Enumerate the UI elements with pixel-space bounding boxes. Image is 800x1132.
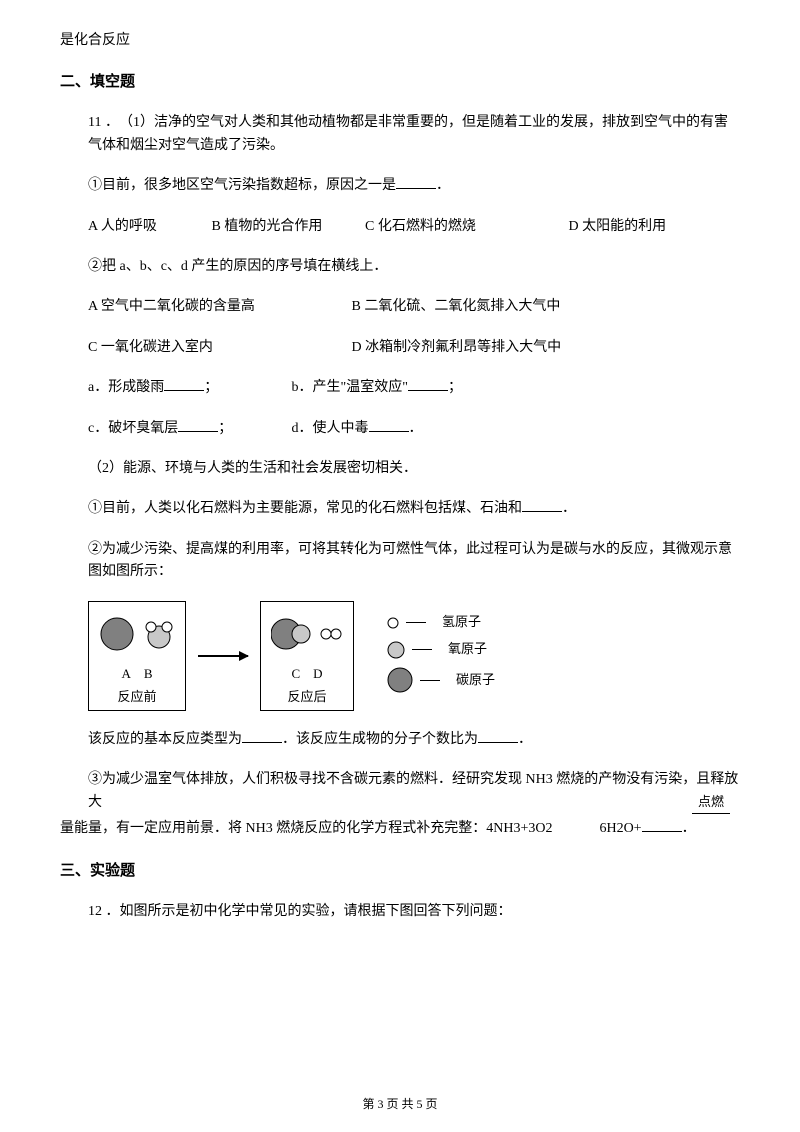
legend-o: 氧原子 <box>386 639 495 660</box>
period: ． <box>562 501 576 516</box>
legend-c-label: 碳原子 <box>456 670 495 691</box>
item-d-text: d．使人中毒 <box>292 421 369 436</box>
item-b-text: b．产生"温室效应" <box>292 380 408 395</box>
section-2-heading: 二、填空题 <box>60 70 740 94</box>
c-label: C <box>291 666 300 681</box>
q11-p2-sub3-line1: ③为减少温室气体排放，人们积极寻找不含碳元素的燃料．经研究发现 NH3 燃烧的产… <box>60 769 740 814</box>
water-molecule-icon <box>143 619 175 649</box>
blank <box>242 729 282 743</box>
opt-d2: D 冰箱制冷剂氟利昂等排入大气中 <box>352 337 562 359</box>
q11-p2-sub1-text: ①目前，人类以化石燃料为主要能源，常见的化石燃料包括煤、石油和 <box>88 501 522 516</box>
q11-sub2-ab: a．形成酸雨 ； b．产生"温室效应" ； <box>60 377 740 399</box>
dash-icon <box>420 680 440 681</box>
oxygen-atom-icon <box>386 640 406 660</box>
q11-sub2-options-row2: C 一氧化碳进入室内 D 冰箱制冷剂氟利昂等排入大气中 <box>60 337 740 359</box>
page-footer: 第 3 页 共 5 页 <box>0 1095 800 1114</box>
opt-c2: C 一氧化碳进入室内 <box>88 337 348 359</box>
item-d: d．使人中毒 ． <box>292 418 423 440</box>
dash-icon <box>406 622 426 623</box>
opt-c: C 化石燃料的燃烧 <box>365 216 565 238</box>
q11-p2-sub1: ①目前，人类以化石燃料为主要能源，常见的化石燃料包括煤、石油和 ． <box>60 498 740 520</box>
after-box: C D 反应后 <box>260 601 354 711</box>
q11-p2-sub3b-a: 量能量，有一定应用前景．将 NH3 燃烧反应的化学方程式补充完整：4NH3+3O… <box>60 821 552 836</box>
before-box: A B 反应前 <box>88 601 186 711</box>
blank <box>396 175 436 189</box>
opt-a: A 人的呼吸 <box>88 216 208 238</box>
semicolon: ； <box>204 380 218 395</box>
q11-sub1-text: ①目前，很多地区空气污染指数超标，原因之一是 <box>88 178 396 193</box>
blank <box>369 418 409 432</box>
d-label: D <box>313 666 322 681</box>
co-molecule-icon <box>271 616 311 652</box>
before-label: 反应前 <box>99 687 175 708</box>
hydrogen-atom-icon <box>386 616 400 630</box>
dash-icon <box>412 649 432 650</box>
opt-b2: B 二氧化硫、二氧化氮排入大气中 <box>352 296 561 318</box>
q11-sub2-options-row1: A 空气中二氧化碳的含量高 B 二氧化硫、二氧化氮排入大气中 <box>60 296 740 318</box>
reaction-diagram: A B 反应前 C D 反应后 氢原子 氧 <box>60 601 740 711</box>
carbon-atom-legend-icon <box>386 666 414 694</box>
opt-d: D 太阳能的利用 <box>569 216 667 238</box>
item-c-text: c．破坏臭氧层 <box>88 421 178 436</box>
after-atoms <box>271 610 343 658</box>
item-b: b．产生"温室效应" ； <box>292 377 462 399</box>
item-a: a．形成酸雨 ； <box>88 377 288 399</box>
q11-part2: （2）能源、环境与人类的生活和社会发展密切相关． <box>60 458 740 480</box>
semicolon: ； <box>448 380 462 395</box>
blank <box>164 377 204 391</box>
legend: 氢原子 氧原子 碳原子 <box>386 612 495 700</box>
q11-p2-sub3b-b: 6H2O+ <box>599 821 641 836</box>
opt-a2: A 空气中二氧化碳的含量高 <box>88 296 348 318</box>
q11-sub2: ②把 a、b、c、d 产生的原因的序号填在横线上． <box>60 256 740 278</box>
legend-h-label: 氢原子 <box>442 612 481 633</box>
ab-label: A B <box>99 664 175 685</box>
section-3-heading: 三、实验题 <box>60 859 740 883</box>
q11-p2-sub2-followup: 该反应的基本反应类型为 ．该反应生成物的分子个数比为 ． <box>60 729 740 751</box>
blank <box>478 729 518 743</box>
item-a-text: a．形成酸雨 <box>88 380 164 395</box>
top-fragment: 是化合反应 <box>60 30 740 52</box>
a-label: A <box>121 666 130 681</box>
q11-sub2-cd: c．破坏臭氧层 ； d．使人中毒 ． <box>60 418 740 440</box>
period: ． <box>409 421 423 436</box>
followup-a: 该反应的基本反应类型为 <box>88 732 242 747</box>
blank <box>522 498 562 512</box>
blank <box>408 377 448 391</box>
q11-intro: 11 ． （1）洁净的空气对人类和其他动植物都是非常重要的，但是随着工业的发展，… <box>60 112 740 157</box>
dianran-label: 点燃 <box>692 792 730 814</box>
h2-molecule-icon <box>319 627 343 641</box>
legend-c: 碳原子 <box>386 666 495 694</box>
period: ． <box>436 178 450 193</box>
carbon-atom-icon <box>99 616 135 652</box>
q11-p2-sub2: ②为减少污染、提高煤的利用率，可将其转化为可燃性气体，此过程可认为是碳与水的反应… <box>60 539 740 584</box>
q11-p2-sub2-text: ②为减少污染、提高煤的利用率，可将其转化为可燃性气体，此过程可认为是碳与水的反应… <box>88 542 732 579</box>
period: ． <box>518 732 532 747</box>
semicolon: ； <box>218 421 232 436</box>
arrow-icon <box>198 655 248 657</box>
followup-b: ．该反应生成物的分子个数比为 <box>282 732 478 747</box>
cd-label: C D <box>271 664 343 685</box>
after-label: 反应后 <box>271 687 343 708</box>
q12: 12 ．如图所示是初中化学中常见的实验，请根据下图回答下列问题： <box>60 901 740 923</box>
opt-b: B 植物的光合作用 <box>212 216 362 238</box>
q11-p2-sub3-line2: 量能量，有一定应用前景．将 NH3 燃烧反应的化学方程式补充完整：4NH3+3O… <box>60 818 740 840</box>
blank <box>178 418 218 432</box>
period: ． <box>682 821 696 836</box>
b-label: B <box>144 666 153 681</box>
legend-o-label: 氧原子 <box>448 639 487 660</box>
blank <box>642 818 682 832</box>
item-c: c．破坏臭氧层 ； <box>88 418 288 440</box>
q11-sub1-options: A 人的呼吸 B 植物的光合作用 C 化石燃料的燃烧 D 太阳能的利用 <box>60 216 740 238</box>
q11-sub1: ①目前，很多地区空气污染指数超标，原因之一是 ． <box>60 175 740 197</box>
before-atoms <box>99 610 175 658</box>
q11-p2-sub3-text: ③为减少温室气体排放，人们积极寻找不含碳元素的燃料．经研究发现 NH3 燃烧的产… <box>88 772 738 809</box>
legend-h: 氢原子 <box>386 612 495 633</box>
